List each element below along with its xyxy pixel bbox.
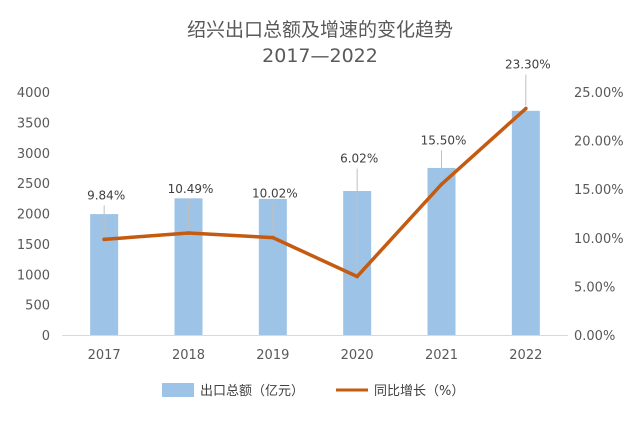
growth-point-2018	[186, 231, 191, 235]
y-left-tick-label: 0	[42, 329, 50, 344]
y-left-tick-label: 3000	[17, 147, 50, 162]
growth-line	[102, 106, 528, 279]
bars-layer	[90, 110, 540, 336]
growth-point-2019	[271, 235, 275, 240]
axes-layer: 2017 2018 2019 2020 2021 2022 0 500 1000 1500 2000…	[17, 86, 624, 363]
legend-bar-label: 出口总额（亿元）	[200, 384, 304, 399]
line-layer	[102, 106, 528, 279]
x-tick-label: 2020	[341, 348, 374, 363]
y-left-tick-label: 2000	[17, 208, 50, 223]
bar-2022	[511, 110, 540, 336]
y-left-tick-label: 4000	[17, 86, 50, 101]
y-left-tick-label: 3500	[17, 116, 50, 131]
y-right-tick-label: 15.00%	[574, 183, 624, 198]
chart-title: 绍兴出口总额及增速的变化趋势	[187, 19, 453, 41]
y-left-tick-label: 500	[25, 299, 50, 314]
y-right-tick-label: 5.00%	[574, 280, 615, 295]
y-left-tick-label: 1500	[17, 238, 50, 253]
y-right-tick-label: 0.00%	[574, 329, 615, 344]
x-tick-label: 2019	[256, 348, 289, 363]
y-right-tick-label: 10.00%	[574, 232, 624, 247]
growth-point-2020	[355, 274, 359, 279]
y-left-tick-label: 2500	[17, 177, 50, 192]
y-left-tick-label: 1000	[17, 268, 50, 283]
growth-point-2017	[102, 237, 106, 242]
chart-subtitle: 2017—2022	[262, 45, 378, 67]
growth-data-label: 23.30%	[505, 58, 551, 72]
growth-data-label: 6.02%	[340, 151, 378, 165]
growth-data-label: 15.50%	[421, 133, 467, 147]
legend-bar-swatch	[162, 383, 194, 397]
legend-line-label: 同比增长（%）	[374, 384, 464, 399]
x-tick-label: 2021	[425, 348, 458, 363]
x-tick-label: 2022	[509, 348, 542, 363]
growth-data-label: 10.49%	[168, 182, 214, 196]
y-right-tick-label: 20.00%	[574, 135, 624, 150]
y-right-tick-label: 25.00%	[574, 86, 624, 101]
growth-data-label: 10.02%	[252, 187, 298, 201]
growth-point-2022	[524, 106, 528, 111]
growth-point-2021	[439, 182, 444, 187]
data-labels-layer: 9.84% 10.49% 10.02% 6.02% 15.50% 23.30%	[87, 58, 551, 274]
x-tick-label: 2017	[88, 348, 121, 363]
x-tick-label: 2018	[172, 348, 205, 363]
legend: 出口总额（亿元） 同比增长（%）	[162, 383, 464, 399]
growth-data-label: 9.84%	[87, 188, 125, 202]
